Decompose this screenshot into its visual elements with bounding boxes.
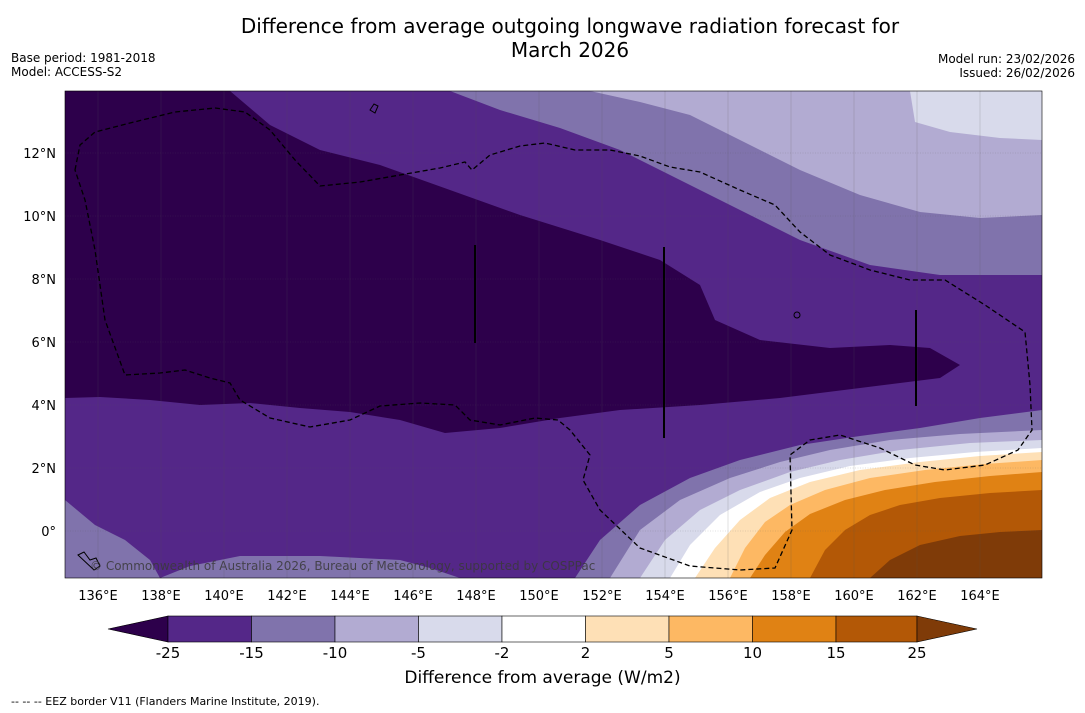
chart-title-line1: Difference from average outgoing longwav… — [240, 14, 900, 38]
colorbar-tick-m2: -2 — [495, 644, 510, 662]
colorbar-tick-15: 15 — [826, 644, 845, 662]
chart-title: Difference from average outgoing longwav… — [0, 14, 1085, 62]
lat-label-8n: 8°N — [32, 273, 57, 288]
colorbar-tick-m15: -15 — [239, 644, 264, 662]
lat-label-10n: 10°N — [23, 210, 56, 225]
model-run-label: Model run: 23/02/2026 — [937, 52, 1075, 66]
colorbar-tick-5: 5 — [664, 644, 674, 662]
colorbar-tick-2: 2 — [581, 644, 591, 662]
island-kosrae — [793, 311, 801, 319]
colorbar — [107, 615, 978, 643]
colorbar-seg-15-25 — [835, 615, 918, 643]
lat-axis: 12°N 10°N 8°N 6°N 4°N 2°N 0° — [23, 147, 56, 540]
lon-label-152e: 152°E — [582, 589, 622, 604]
lat-label-6n: 6°N — [32, 336, 57, 351]
lon-label-164e: 164°E — [960, 589, 1000, 604]
colorbar-seg-m25-m15 — [167, 615, 252, 643]
lon-label-154e: 154°E — [645, 589, 685, 604]
lon-label-162e: 162°E — [897, 589, 937, 604]
band-m5-m2-north — [910, 91, 1042, 140]
colorbar-title: Difference from average (W/m2) — [404, 668, 681, 688]
meridian-markers — [474, 245, 917, 438]
lon-label-144e: 144°E — [330, 589, 370, 604]
island-guam — [369, 103, 379, 114]
base-period-label: Base period: 1981-2018 — [11, 51, 156, 65]
lon-label-140e: 140°E — [204, 589, 244, 604]
meta-left: Base period: 1981-2018 Model: ACCESS-S2 — [11, 51, 156, 79]
olr-anomaly-field: © Commonwealth of Australia 2026, Bureau… — [65, 91, 1042, 578]
eez-border — [74, 107, 1033, 571]
lon-label-146e: 146°E — [393, 589, 433, 604]
footer-eez-note: -- -- -- EEZ border V11 (Flanders Marine… — [11, 695, 320, 708]
colorbar-seg-m2-2 — [501, 615, 586, 643]
lon-axis: 136°E 138°E 140°E 142°E 144°E 146°E 148°… — [78, 589, 1000, 604]
colorbar-seg-m15-m10 — [251, 615, 336, 643]
colorbar-extend-low — [107, 615, 169, 643]
colorbar-tick-25: 25 — [907, 644, 926, 662]
lat-label-2n: 2°N — [32, 462, 57, 477]
colorbar-seg-5-10 — [668, 615, 753, 643]
band-le-m25 — [65, 91, 960, 433]
colorbar-tick-m25: -25 — [156, 644, 181, 662]
lat-label-4n: 4°N — [32, 399, 57, 414]
copyright-text: © Commonwealth of Australia 2026, Bureau… — [90, 559, 595, 573]
colorbar-seg-m10-m5 — [334, 615, 419, 643]
colorbar-seg-2-5 — [585, 615, 670, 643]
lon-label-136e: 136°E — [78, 589, 118, 604]
lon-label-160e: 160°E — [834, 589, 874, 604]
colorbar-ticks: -25 -15 -10 -5 -2 2 5 10 15 25 — [156, 644, 927, 662]
lat-label-0: 0° — [41, 525, 56, 540]
colorbar-tick-m5: -5 — [411, 644, 426, 662]
island-palau — [77, 551, 101, 571]
lon-label-138e: 138°E — [141, 589, 181, 604]
lon-label-148e: 148°E — [456, 589, 496, 604]
colorbar-tick-m10: -10 — [323, 644, 348, 662]
chart-title-line2: March 2026 — [510, 38, 630, 62]
colorbar-extend-high — [916, 615, 978, 643]
lon-label-158e: 158°E — [771, 589, 811, 604]
colorbar-tick-10: 10 — [743, 644, 762, 662]
gridlines — [65, 152, 1042, 532]
eez-palau-fsm-north — [74, 107, 1033, 571]
islands — [77, 103, 801, 571]
colorbar-seg-m5-m2 — [418, 615, 503, 643]
map-frame — [64, 90, 1043, 579]
lon-label-142e: 142°E — [267, 589, 307, 604]
lon-label-156e: 156°E — [708, 589, 748, 604]
band-ge-25 — [870, 530, 1042, 578]
issued-label: Issued: 26/02/2026 — [959, 66, 1075, 80]
model-label: Model: ACCESS-S2 — [11, 65, 123, 79]
meta-right: Model run: 23/02/2026 Issued: 26/02/2026 — [938, 52, 1075, 80]
colorbar-seg-10-15 — [752, 615, 837, 643]
lon-label-150e: 150°E — [519, 589, 559, 604]
lat-label-12n: 12°N — [23, 147, 56, 162]
